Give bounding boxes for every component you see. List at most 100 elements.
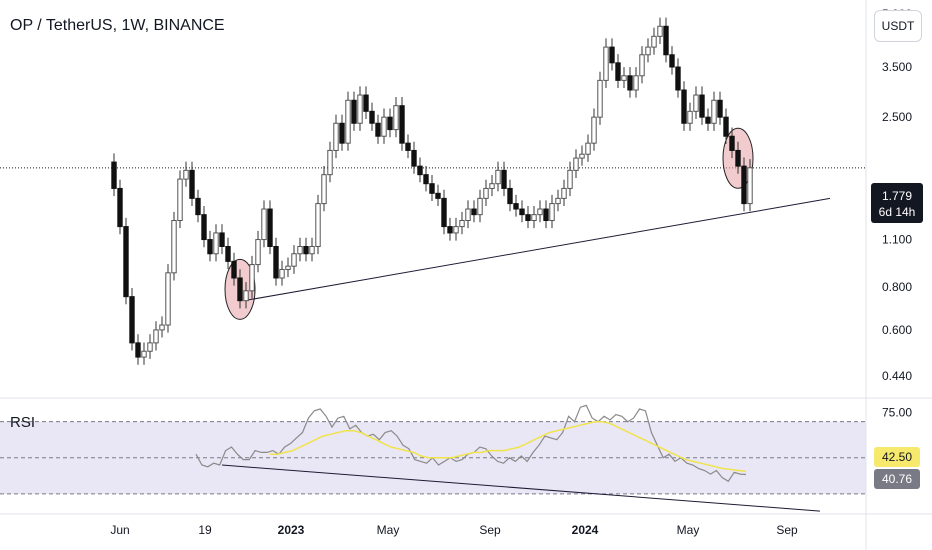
rsi-ma-line — [270, 420, 747, 473]
candle-body — [429, 183, 435, 194]
time-tick-label: 19 — [198, 523, 212, 537]
candle-body — [699, 94, 705, 118]
candle-body — [525, 214, 531, 221]
candle-body — [375, 122, 381, 137]
candle-body — [633, 75, 639, 91]
candle-body — [255, 239, 261, 266]
candle-body — [723, 116, 729, 137]
candle-body — [543, 208, 549, 221]
candle-body — [327, 149, 333, 176]
candle-body — [381, 116, 387, 137]
candle-body — [573, 157, 579, 171]
candle-body — [567, 169, 573, 189]
candle-body — [339, 122, 345, 144]
candle-body — [741, 165, 747, 205]
candle-body — [267, 208, 273, 247]
time-tick-label: May — [377, 523, 400, 537]
bar-countdown: 6d 14h — [878, 205, 916, 219]
candle-body — [153, 329, 159, 344]
candle-body — [135, 342, 141, 358]
candle-body — [225, 245, 231, 262]
candle-body — [591, 116, 597, 144]
time-tick-label: May — [677, 523, 700, 537]
candle-body — [729, 135, 735, 151]
candle-body — [249, 264, 255, 292]
candle-body — [141, 350, 147, 358]
candle-body — [363, 94, 369, 112]
time-tick-label: Jun — [110, 523, 129, 537]
chart-title: OP / TetherUS, 1W, BINANCE — [10, 17, 225, 34]
candle-body — [621, 75, 627, 81]
candle-body — [681, 89, 687, 124]
candle-body — [201, 214, 207, 241]
candle-body — [183, 169, 189, 180]
time-tick-label: Sep — [776, 523, 798, 537]
candle-body — [645, 46, 651, 56]
candle-body — [489, 183, 495, 189]
candle-body — [435, 192, 441, 199]
price-tick-label: 3.500 — [882, 60, 912, 74]
candle-body — [261, 208, 267, 241]
candle-body — [411, 149, 417, 167]
last-price-value: 1.779 — [881, 189, 913, 203]
candle-body — [159, 324, 165, 331]
rsi-value-tag: 40.76 — [874, 469, 920, 489]
price-tick-label: 2.500 — [882, 110, 912, 124]
candle-body — [585, 142, 591, 155]
rsi-trendline — [221, 464, 821, 512]
candle-body — [393, 105, 399, 131]
candle-body — [297, 245, 303, 255]
candle-body — [231, 260, 237, 279]
candle-body — [579, 153, 585, 159]
price-tick-label: 0.600 — [882, 323, 912, 337]
currency-button[interactable]: USDT — [874, 10, 922, 42]
candle-body — [609, 46, 615, 64]
time-tick-label: Sep — [479, 523, 501, 537]
candle-body — [219, 232, 225, 247]
candle-body — [465, 208, 471, 221]
candle-body — [189, 169, 195, 199]
candle-body — [501, 169, 507, 189]
candle-body — [549, 203, 555, 221]
candle-body — [351, 99, 357, 124]
candle-body — [447, 226, 453, 234]
candle-body — [213, 232, 219, 255]
candle-body — [417, 165, 423, 176]
candle-body — [273, 245, 279, 279]
candle-body — [369, 110, 375, 124]
candle-body — [177, 178, 183, 221]
candle-body — [321, 174, 327, 205]
candle-body — [471, 208, 477, 216]
time-tick-label: 2024 — [572, 523, 599, 537]
candle-body — [117, 187, 123, 228]
candle-body — [657, 25, 663, 37]
candle-body — [561, 187, 567, 199]
candle-body — [399, 105, 405, 144]
candle-body — [627, 75, 633, 91]
candle-body — [495, 169, 501, 185]
candle-body — [459, 219, 465, 228]
candle-body — [207, 239, 213, 255]
candle-body — [387, 116, 393, 131]
candle-body — [615, 62, 621, 81]
candle-body — [639, 54, 645, 77]
candle-body — [663, 25, 669, 56]
time-tick-label: 2023 — [278, 523, 305, 537]
candle-body — [237, 277, 243, 302]
candle-body — [687, 110, 693, 124]
candle-body — [291, 253, 297, 267]
rsi-tick-label: 75.00 — [882, 406, 912, 420]
candle-body — [357, 94, 363, 124]
candle-body — [507, 187, 513, 205]
candle-body — [747, 167, 753, 205]
candle-body — [735, 149, 741, 167]
candle-body — [171, 219, 177, 274]
candle-body — [711, 99, 717, 124]
candle-body — [531, 214, 537, 221]
candle-body — [555, 197, 561, 205]
candle-body — [537, 208, 543, 216]
rsi-ma-tag: 42.50 — [874, 447, 920, 467]
candle-body — [477, 197, 483, 216]
price-panel — [0, 17, 866, 365]
